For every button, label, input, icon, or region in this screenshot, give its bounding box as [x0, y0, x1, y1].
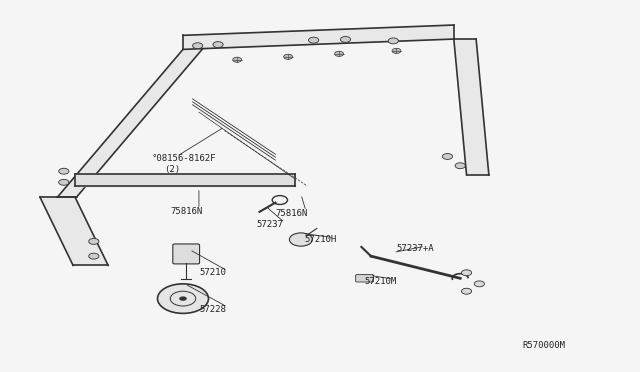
- Circle shape: [59, 168, 69, 174]
- Circle shape: [461, 270, 472, 276]
- Text: 57237+A: 57237+A: [396, 244, 434, 253]
- Text: 57210M: 57210M: [365, 278, 397, 286]
- Circle shape: [455, 163, 465, 169]
- FancyBboxPatch shape: [173, 244, 200, 264]
- Circle shape: [157, 284, 209, 313]
- Text: 75816N: 75816N: [275, 209, 308, 218]
- Circle shape: [193, 43, 203, 49]
- Text: 57210H: 57210H: [304, 235, 336, 244]
- Circle shape: [233, 57, 242, 62]
- Text: 57228: 57228: [199, 305, 226, 314]
- Circle shape: [335, 51, 344, 57]
- Circle shape: [388, 38, 398, 44]
- Polygon shape: [40, 197, 108, 265]
- Polygon shape: [183, 25, 454, 49]
- Polygon shape: [454, 39, 489, 175]
- Circle shape: [392, 48, 401, 54]
- Circle shape: [213, 42, 223, 48]
- Circle shape: [340, 36, 351, 42]
- Circle shape: [474, 281, 484, 287]
- Text: (2): (2): [164, 165, 180, 174]
- Circle shape: [308, 37, 319, 43]
- Circle shape: [89, 253, 99, 259]
- Polygon shape: [58, 49, 202, 197]
- Circle shape: [89, 238, 99, 244]
- Text: °08156-8162F: °08156-8162F: [151, 154, 216, 163]
- Circle shape: [289, 233, 312, 246]
- Text: R570000M: R570000M: [522, 341, 565, 350]
- Text: 75816N: 75816N: [170, 207, 202, 217]
- Circle shape: [179, 296, 187, 301]
- Circle shape: [442, 154, 452, 160]
- Text: 57210: 57210: [199, 268, 226, 277]
- Polygon shape: [75, 174, 294, 186]
- Circle shape: [461, 288, 472, 294]
- Circle shape: [59, 179, 69, 185]
- Circle shape: [284, 54, 292, 60]
- FancyBboxPatch shape: [356, 275, 374, 282]
- Text: 57237: 57237: [256, 220, 283, 229]
